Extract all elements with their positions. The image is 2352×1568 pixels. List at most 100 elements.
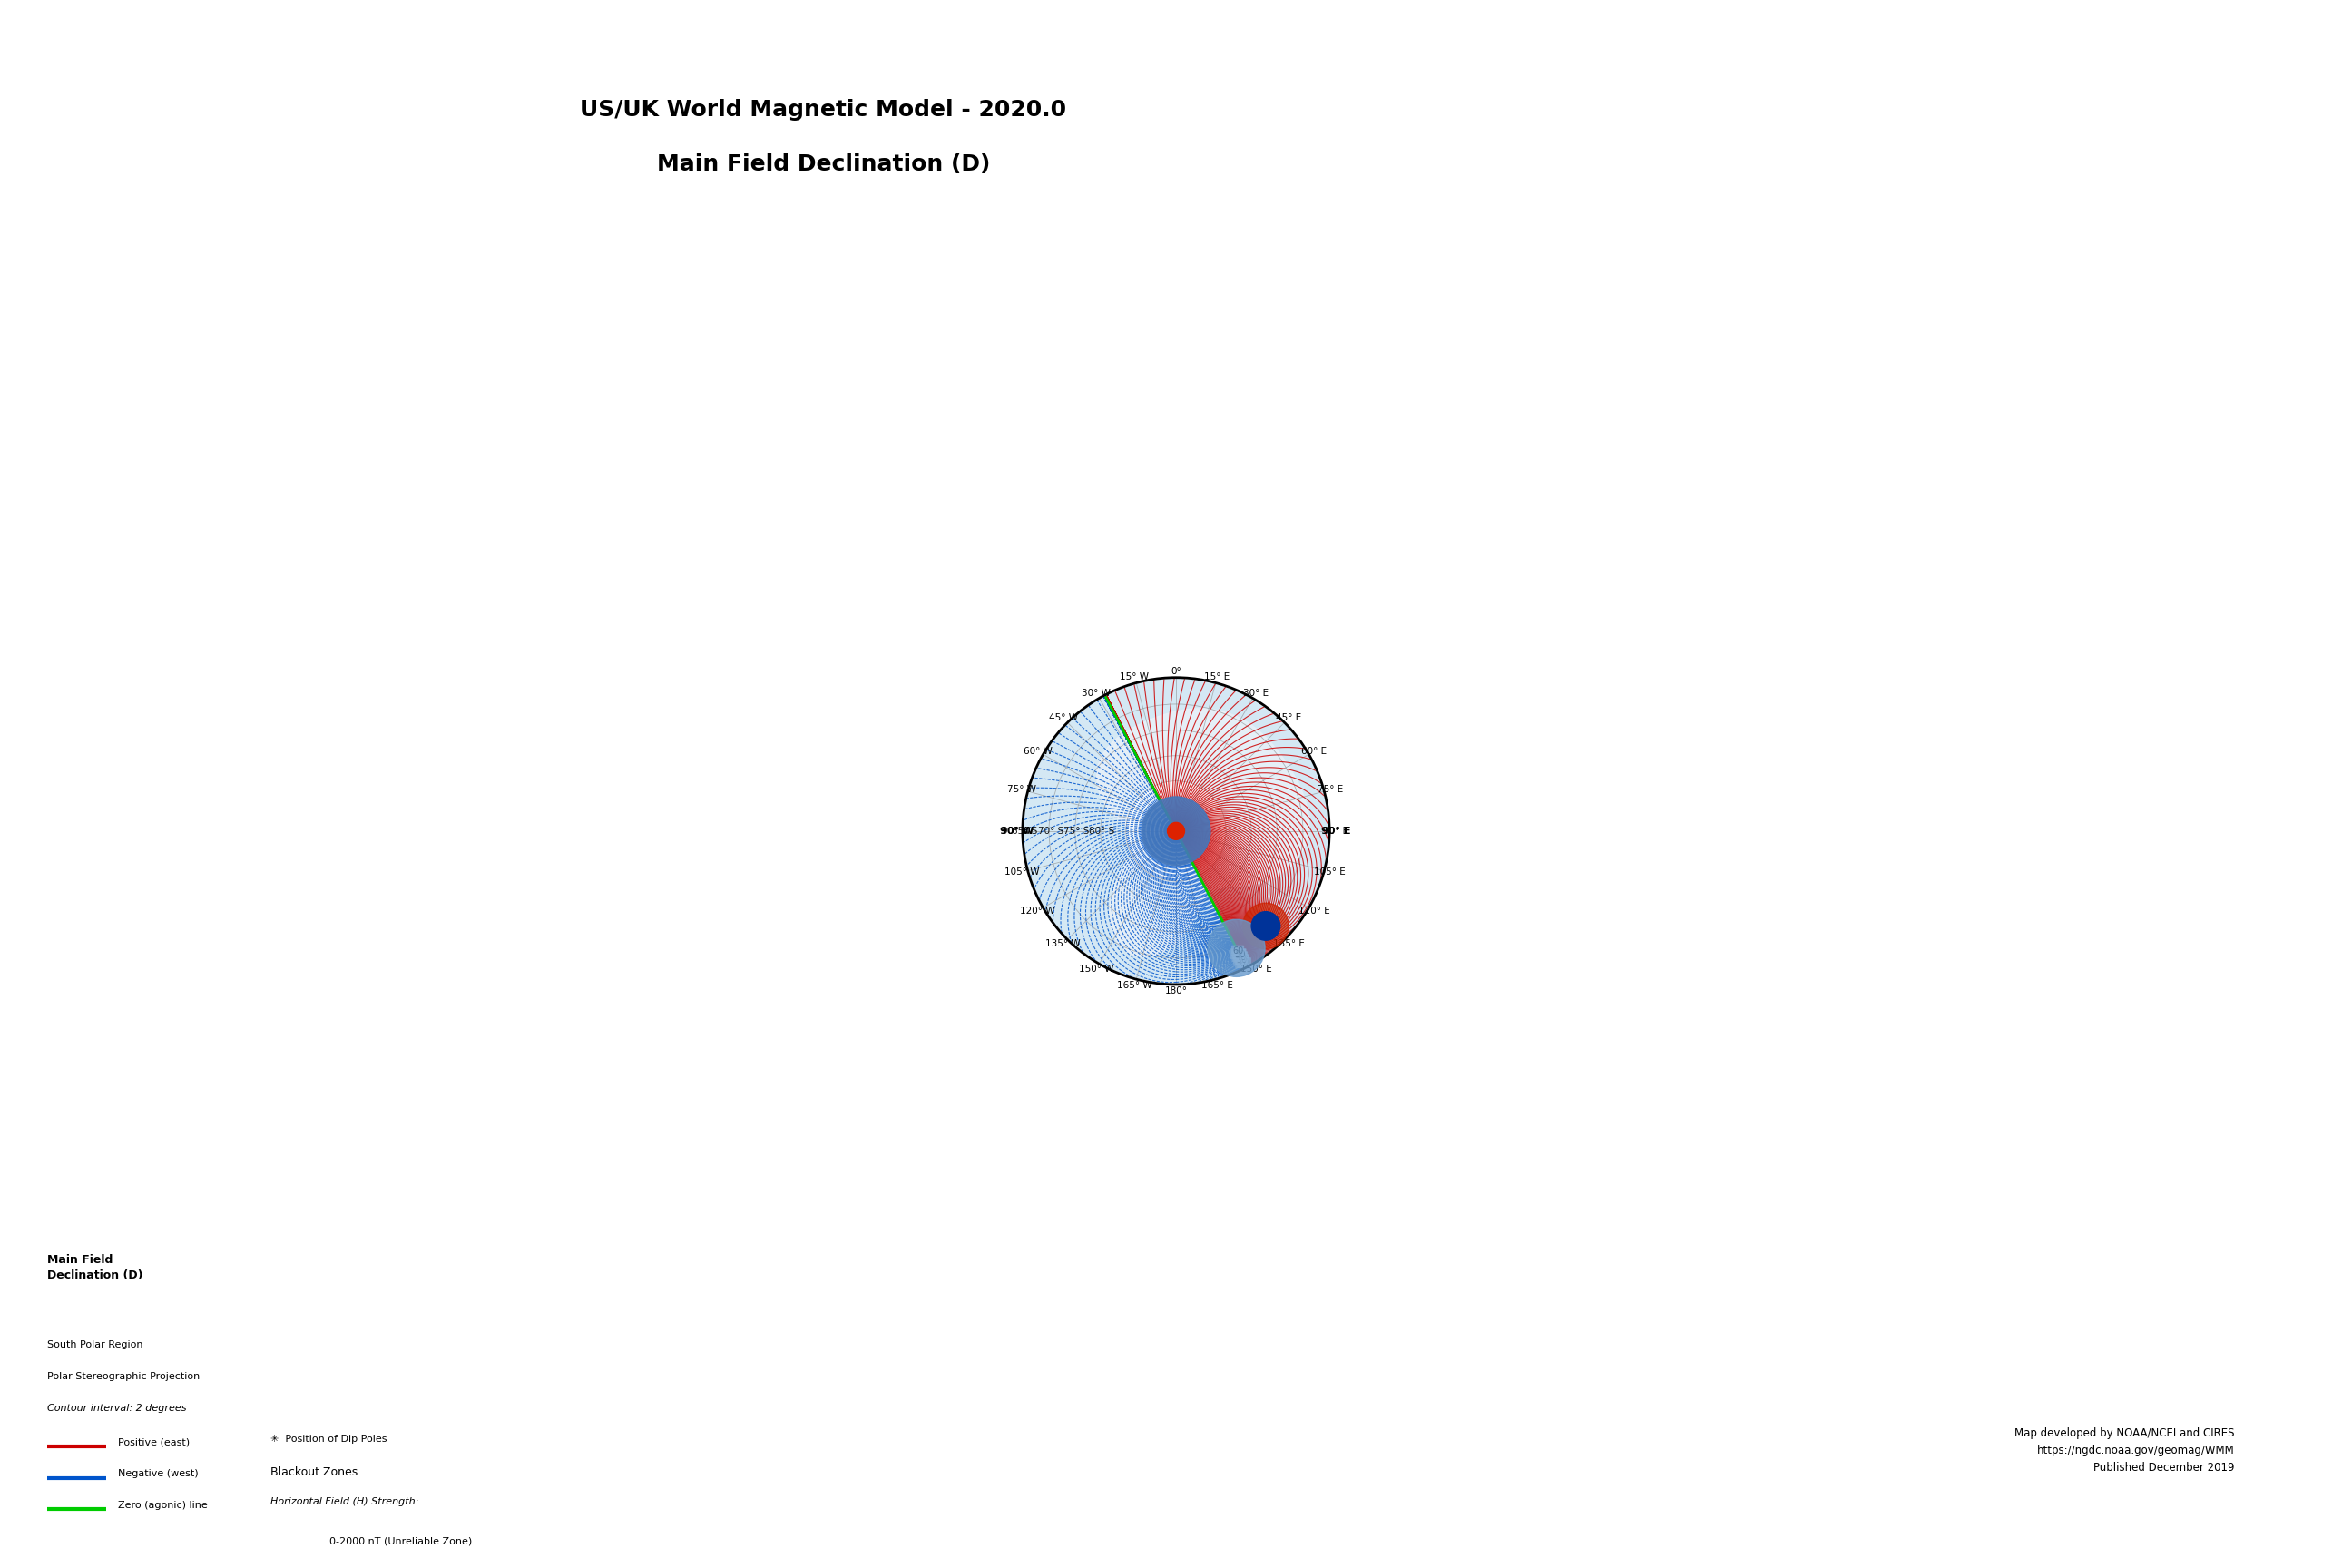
Text: 30: 30 [1237,955,1247,964]
Point [1157,818,1195,844]
Point [1157,818,1195,844]
Text: 135° E: 135° E [1272,939,1305,949]
Point [1157,818,1195,844]
Point [1157,818,1195,844]
Point [1157,818,1195,844]
Point [1157,818,1195,844]
Text: Main Field Declination (D): Main Field Declination (D) [656,154,990,176]
Point [1157,818,1195,844]
Point [1157,818,1195,844]
Point [1157,818,1195,844]
Text: 40: 40 [1235,952,1247,961]
Circle shape [1023,677,1329,985]
Point [1157,818,1195,844]
Point [1157,818,1195,844]
Point [1157,818,1195,844]
Point [1157,818,1195,844]
Point [1157,818,1195,844]
Text: 45° E: 45° E [1277,713,1301,723]
Text: -50: -50 [1230,949,1247,958]
Point [1157,818,1195,844]
Point [1157,818,1195,844]
Point [1157,818,1195,844]
Point [1157,818,1195,844]
Point [1157,818,1195,844]
Point [1157,818,1195,844]
Point [1157,818,1195,844]
Text: 20: 20 [1237,958,1249,967]
Point [1157,818,1195,844]
Text: Polar Stereographic Projection: Polar Stereographic Projection [47,1372,200,1381]
Point [1157,818,1195,844]
Text: Positive (east): Positive (east) [118,1438,191,1447]
Text: 0°: 0° [1171,666,1181,676]
Text: 60° W: 60° W [1023,746,1051,756]
Point [1157,818,1195,844]
Text: 30° W: 30° W [1082,688,1110,698]
Point [1157,818,1195,844]
Point [1157,818,1195,844]
Text: Main Field
Declination (D): Main Field Declination (D) [47,1254,143,1281]
Point [1157,818,1195,844]
Text: 75° W: 75° W [1007,786,1037,795]
Point [1157,818,1195,844]
Point [1157,818,1195,844]
Point [1157,818,1195,844]
Text: 105° E: 105° E [1315,867,1345,877]
Point [1157,818,1195,844]
Point [1157,818,1195,844]
Point [1157,818,1195,844]
Point [1157,818,1195,844]
Point [1157,818,1195,844]
Point [1157,818,1195,844]
Point [1157,818,1195,844]
Point [1157,818,1195,844]
Point [1157,818,1195,844]
Circle shape [1141,797,1211,866]
Point [1157,818,1195,844]
Point [1157,818,1195,844]
Point [1157,818,1195,844]
Point [1157,818,1195,844]
Point [1157,818,1195,844]
Point [1157,818,1195,844]
Point [1157,818,1195,844]
Point [1157,818,1195,844]
Point [1157,818,1195,844]
Point [1157,818,1195,844]
Point [1157,818,1195,844]
Point [1157,818,1195,844]
Text: 15° E: 15° E [1204,673,1230,682]
Point [1157,818,1195,844]
Point [1157,818,1195,844]
Point [1157,818,1195,844]
Point [1157,818,1195,844]
Text: Negative (west): Negative (west) [118,1469,198,1479]
Point [1157,818,1195,844]
Point [1157,818,1195,844]
Point [1157,818,1195,844]
Point [1157,818,1195,844]
Point [1157,818,1195,844]
Point [1157,818,1195,844]
Circle shape [1251,911,1279,941]
Point [1157,818,1195,844]
Point [1157,818,1195,844]
Point [1157,818,1195,844]
Point [1157,818,1195,844]
Point [1157,818,1195,844]
Point [1157,818,1195,844]
Point [1157,818,1195,844]
Point [1157,818,1195,844]
Text: Blackout Zones: Blackout Zones [270,1466,358,1479]
Point [1157,818,1195,844]
Point [1157,818,1195,844]
Point [1157,818,1195,844]
Point [1157,818,1195,844]
Point [1157,818,1195,844]
Point [1157,818,1195,844]
Point [1157,818,1195,844]
Point [1157,818,1195,844]
Point [1157,818,1195,844]
Point [1157,818,1195,844]
